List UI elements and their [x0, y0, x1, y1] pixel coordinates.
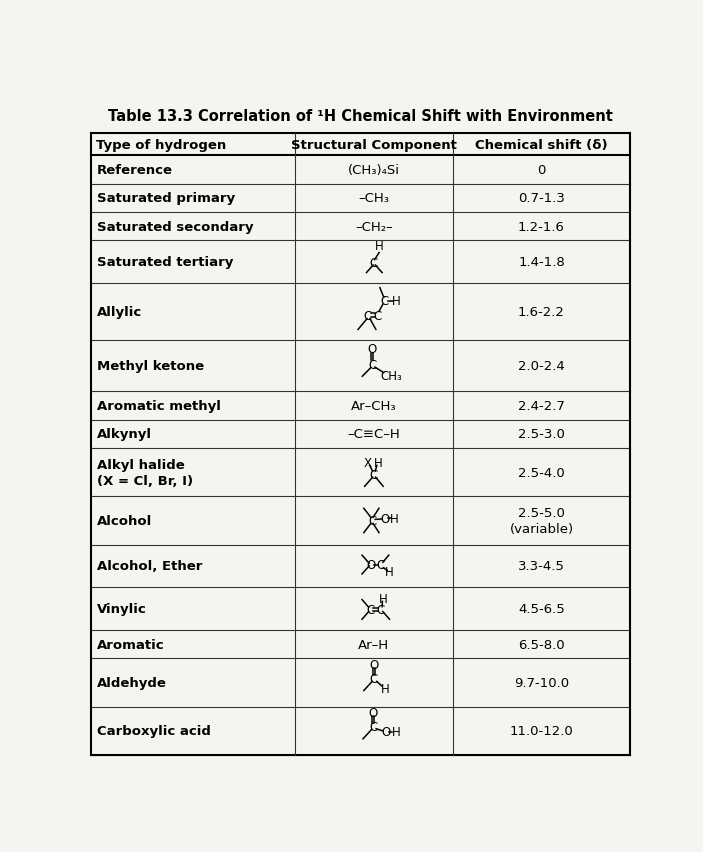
Text: O: O — [368, 706, 378, 719]
Text: Type of hydrogen: Type of hydrogen — [96, 138, 226, 152]
Text: H: H — [385, 565, 394, 579]
Text: X: X — [364, 457, 372, 470]
Text: C: C — [369, 720, 378, 734]
Text: Saturated tertiary: Saturated tertiary — [97, 256, 233, 269]
Text: Alkyl halide
(X = Cl, Br, I): Alkyl halide (X = Cl, Br, I) — [97, 458, 193, 487]
Text: 3.3-4.5: 3.3-4.5 — [518, 560, 565, 573]
Text: Carboxylic acid: Carboxylic acid — [97, 724, 211, 737]
Text: 11.0-12.0: 11.0-12.0 — [510, 724, 574, 737]
Text: H: H — [392, 725, 400, 739]
Text: Aldehyde: Aldehyde — [97, 676, 167, 689]
Text: 4.5-6.5: 4.5-6.5 — [518, 602, 565, 615]
Text: 2.5-4.0: 2.5-4.0 — [518, 466, 565, 479]
Text: C: C — [370, 468, 378, 481]
Text: Alcohol, Ether: Alcohol, Ether — [97, 560, 202, 573]
Text: 0: 0 — [537, 164, 546, 176]
Text: Chemical shift (δ): Chemical shift (δ) — [475, 138, 608, 152]
Text: Vinylic: Vinylic — [97, 602, 147, 615]
Text: H: H — [375, 239, 383, 253]
Text: O: O — [369, 658, 378, 671]
Text: (CH₃)₄Si: (CH₃)₄Si — [348, 164, 400, 176]
Text: 2.5-3.0: 2.5-3.0 — [518, 428, 565, 440]
Text: Aromatic methyl: Aromatic methyl — [97, 400, 221, 412]
Text: C: C — [374, 309, 382, 322]
Text: C: C — [370, 672, 378, 685]
Text: O: O — [366, 559, 375, 572]
Text: C: C — [377, 559, 385, 572]
Text: Reference: Reference — [97, 164, 173, 176]
Text: Ar–CH₃: Ar–CH₃ — [351, 400, 396, 412]
Text: 2.0-2.4: 2.0-2.4 — [518, 360, 565, 372]
Text: –C≡C–H: –C≡C–H — [347, 428, 400, 440]
Text: –CH₃: –CH₃ — [359, 192, 389, 205]
Text: 1.4-1.8: 1.4-1.8 — [518, 256, 565, 269]
Text: C: C — [368, 359, 376, 371]
Text: 6.5-8.0: 6.5-8.0 — [518, 638, 565, 651]
Text: O: O — [368, 343, 377, 355]
Text: H: H — [392, 295, 401, 308]
Text: Allylic: Allylic — [97, 306, 143, 319]
Text: H: H — [380, 682, 389, 695]
Text: 1.2-1.6: 1.2-1.6 — [518, 221, 565, 233]
Text: H: H — [389, 512, 399, 526]
Text: C: C — [368, 515, 376, 527]
Text: C: C — [364, 309, 372, 322]
Text: Ar–H: Ar–H — [359, 638, 389, 651]
Text: O: O — [380, 512, 389, 526]
Text: Structural Component: Structural Component — [291, 138, 457, 152]
Text: Saturated secondary: Saturated secondary — [97, 221, 254, 233]
Text: C: C — [377, 603, 385, 616]
Text: 0.7-1.3: 0.7-1.3 — [518, 192, 565, 205]
Text: Alcohol: Alcohol — [97, 515, 153, 527]
Text: H: H — [374, 457, 382, 470]
Text: Table 13.3 Correlation of ¹H Chemical Shift with Environment: Table 13.3 Correlation of ¹H Chemical Sh… — [108, 109, 613, 124]
Text: C: C — [381, 295, 389, 308]
Text: 2.5-5.0
(variable): 2.5-5.0 (variable) — [510, 506, 574, 535]
Text: H: H — [378, 592, 387, 606]
Text: Methyl ketone: Methyl ketone — [97, 360, 205, 372]
Text: –CH₂–: –CH₂– — [355, 221, 393, 233]
Text: CH₃: CH₃ — [380, 369, 401, 383]
Text: 1.6-2.2: 1.6-2.2 — [518, 306, 565, 319]
Text: Alkynyl: Alkynyl — [97, 428, 152, 440]
Text: O: O — [381, 725, 390, 739]
Text: 2.4-2.7: 2.4-2.7 — [518, 400, 565, 412]
Text: 9.7-10.0: 9.7-10.0 — [514, 676, 569, 689]
Text: Aromatic: Aromatic — [97, 638, 165, 651]
Text: Saturated primary: Saturated primary — [97, 192, 236, 205]
Text: C: C — [370, 257, 378, 270]
Text: C: C — [366, 603, 374, 616]
